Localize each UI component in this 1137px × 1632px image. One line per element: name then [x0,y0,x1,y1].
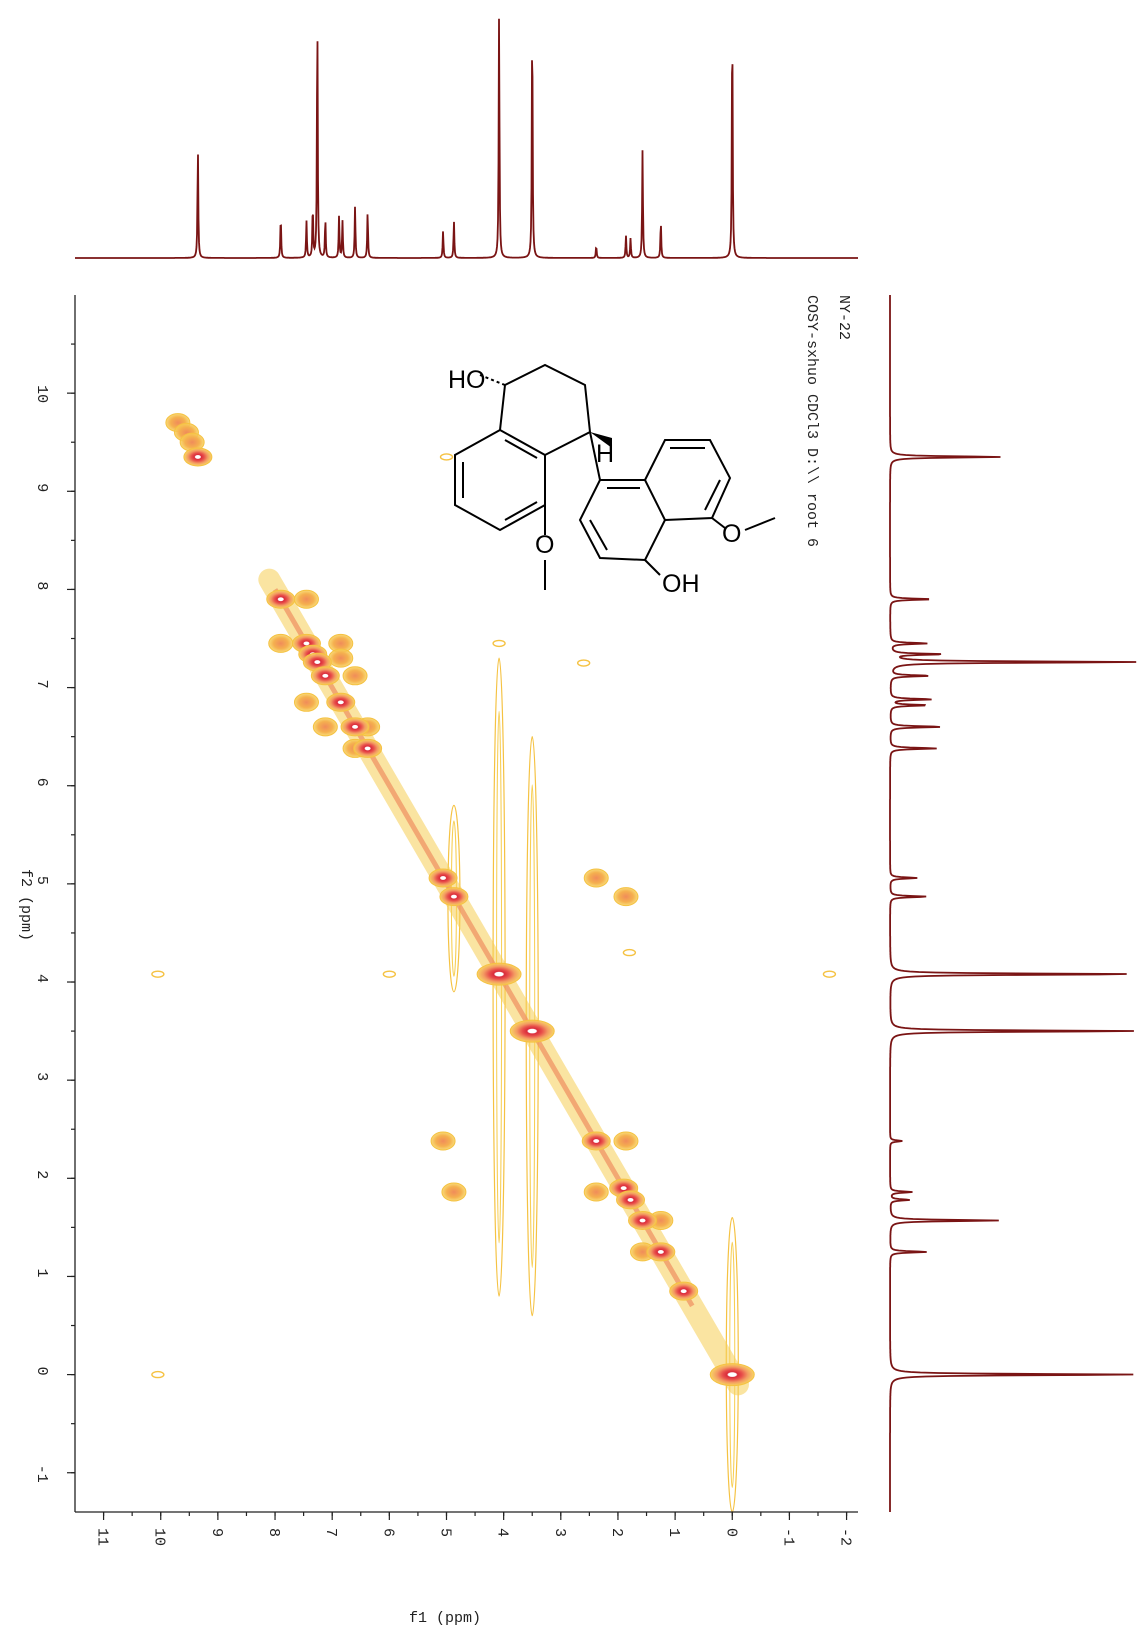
diagonal-peak [669,1281,699,1301]
weak-feature [576,659,591,667]
y-tick-label: 8 [33,581,50,590]
y-tick-label: 9 [33,483,50,492]
y-tick-label: 10 [33,385,50,403]
x-tick-label: 2 [608,1528,625,1537]
structure-label-h: H [596,440,614,468]
x-tick-label: 7 [322,1528,339,1537]
weak-feature [151,1370,165,1379]
diagonal-peak [476,962,522,986]
x-axis-ticks: 11 10 9 8 7 6 5 4 3 2 1 0 -1 -2 [94,1512,854,1546]
x-tick-label: 8 [265,1528,282,1537]
y-tick-label: -1 [33,1465,50,1483]
diagonal-peak [646,1242,676,1262]
x-tick-label: 3 [551,1528,568,1537]
y-tick-label: 1 [33,1268,50,1277]
diagonal-peak [581,1131,611,1151]
diagonal-peak [266,589,296,609]
x-tick-label: 5 [436,1528,453,1537]
cross-peak [312,717,338,737]
x-tick-label: -2 [837,1528,854,1546]
cross-peak [430,1131,456,1151]
cross-peak [342,666,368,686]
cross-peak [441,1182,467,1202]
y-tick-label: 7 [33,680,50,689]
x-axis-title: f1 (ppm) [409,1610,481,1627]
x-tick-label: 0 [722,1528,739,1537]
y-tick-label: 2 [33,1170,50,1179]
cross-peak [583,1182,609,1202]
cross-peak [583,868,609,888]
experiment-label: COSY-sxhuo CDCl3 D:\\ root 6 [803,295,820,547]
cross-peak [613,887,639,907]
structure-label-o-right: O [722,520,741,548]
x-tick-label: 6 [379,1528,396,1537]
cross-peak [613,1131,639,1151]
cross-peak [268,633,294,653]
diagonal-peak [428,868,458,888]
weak-feature [492,639,506,648]
cross-peak [293,692,319,712]
diagonal-peak [439,887,469,907]
sample-label: NY-22 [835,295,852,340]
x-tick-label: 1 [665,1528,682,1537]
structure-label-o-left: O [535,531,554,559]
diagonal-peak [628,1211,658,1231]
diagonal-peak [616,1190,646,1210]
diagonal-peak [183,447,213,467]
t1-noise-ridges [447,657,739,1513]
diagonal-peak [310,666,340,686]
contour-peaks [151,413,837,1387]
diagonal-peak [509,1019,555,1043]
weak-feature [822,970,837,978]
structure-label-oh: OH [662,570,700,598]
x-tick-label: 11 [94,1528,111,1546]
x-tick-label: -1 [779,1528,796,1546]
y-tick-label: 6 [33,778,50,787]
y-tick-label: 4 [33,974,50,983]
y-axis-title: f2 (ppm) [17,869,34,941]
weak-feature [151,970,165,978]
x-tick-label: 9 [208,1528,225,1537]
y-tick-label: 3 [33,1072,50,1081]
cross-peak [293,589,319,609]
diagonal-peak [353,738,383,758]
chemical-structure: HO H O O OH [448,363,776,598]
weak-feature [622,948,637,957]
right-projection-spectrum [889,295,1137,1512]
y-tick-label: 5 [33,876,50,885]
cross-peak [328,648,354,668]
structure-label-ho: HO [448,366,486,394]
y-tick-label: 0 [33,1367,50,1376]
contour-plot-area [151,413,837,1513]
x-tick-label: 4 [494,1528,511,1537]
x-tick-label: 10 [151,1528,168,1546]
diagonal-peak [326,692,356,712]
diagonal-peak [340,717,370,737]
weak-feature [382,970,397,978]
top-projection-spectrum [75,18,858,259]
weak-feature [439,453,454,461]
diagonal-peak [709,1363,755,1387]
